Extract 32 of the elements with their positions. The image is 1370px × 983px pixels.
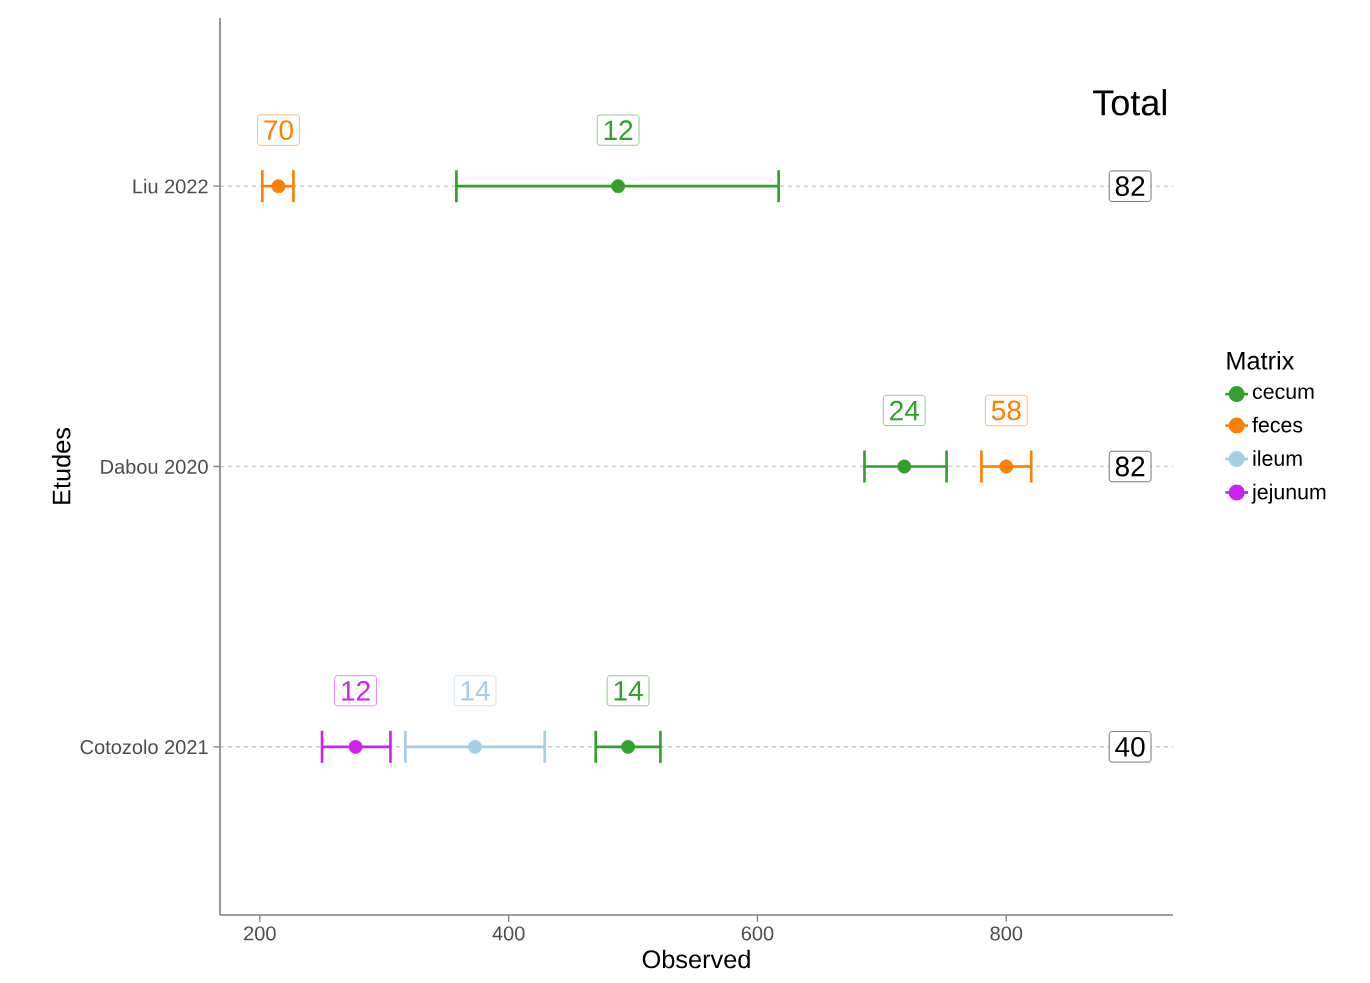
legend-label: ileum (1253, 450, 1302, 466)
annotation: 70 (264, 120, 293, 141)
annotation: 12 (342, 680, 370, 701)
point (999, 459, 1014, 474)
legend-title: Matrix (1227, 351, 1295, 370)
annotation: 24 (890, 400, 920, 421)
legend-label: cecum (1252, 387, 1314, 400)
text: 82 (1115, 456, 1145, 477)
point (611, 179, 626, 194)
y-tick-label: Liu 2022 (133, 178, 208, 194)
annotation: 12 (604, 120, 633, 140)
point (468, 739, 482, 754)
point (348, 739, 363, 754)
legend-label: jejunum (1251, 483, 1326, 504)
y-axis-title: Etudes (51, 428, 71, 504)
x-axis-title: Observed (642, 949, 750, 969)
y-tick-label: Dabou 2020 (101, 459, 208, 474)
annotation: 14 (614, 681, 643, 701)
legend-label: feces (1252, 416, 1303, 433)
x-tick-label: 600 (741, 926, 774, 941)
x-tick-label: 400 (492, 926, 525, 941)
point (621, 739, 636, 754)
text: 40 (1115, 736, 1145, 757)
point (271, 179, 286, 194)
y-tick-label: Cotozolo 2021 (80, 739, 208, 755)
annotation: 58 (991, 400, 1021, 421)
annotation: Total (1093, 89, 1166, 116)
x-tick-label: 800 (990, 926, 1023, 941)
x-tick-label: 200 (244, 926, 276, 941)
text: 82 (1115, 176, 1145, 197)
point (897, 459, 912, 474)
annotation: 14 (461, 681, 490, 701)
